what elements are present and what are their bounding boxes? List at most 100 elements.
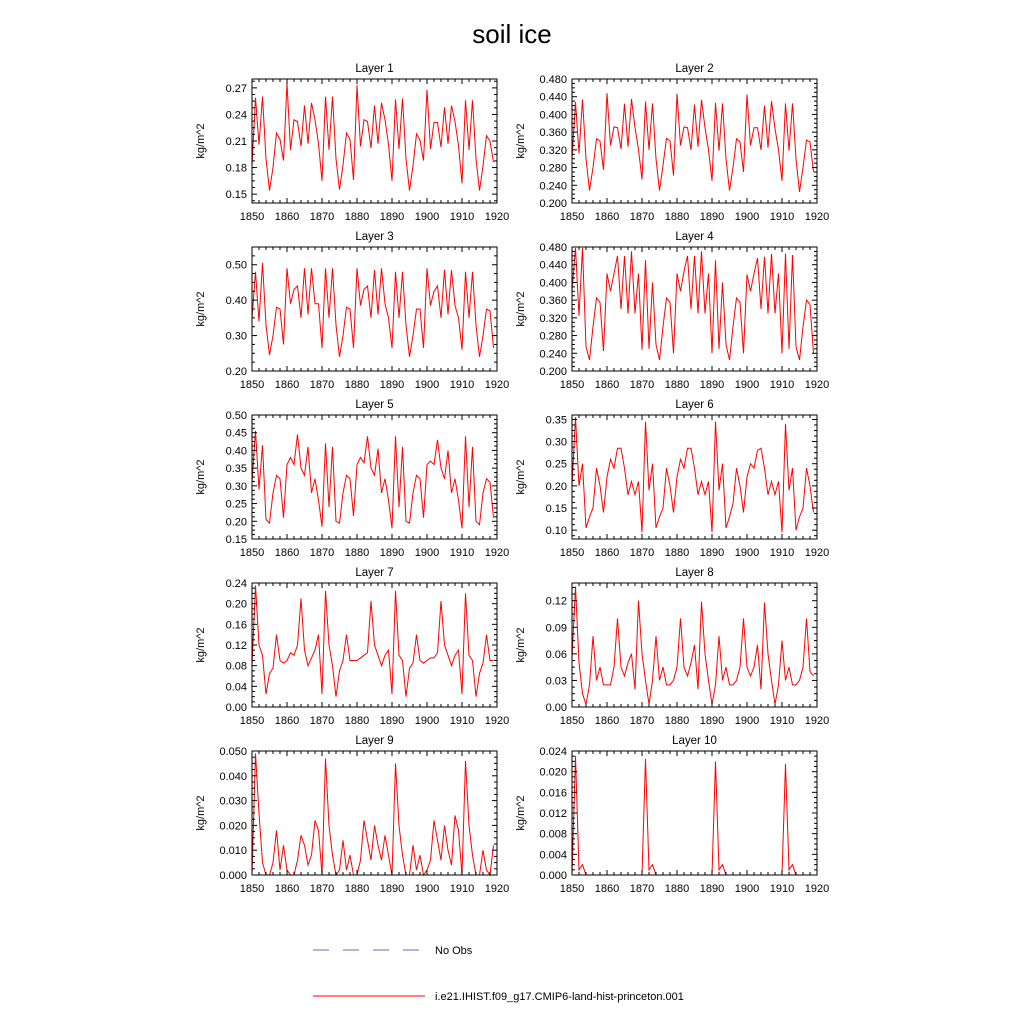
y-tick-label: 0.24: [226, 109, 247, 121]
plot-frame: [571, 78, 818, 204]
x-tick-label: 1850: [240, 211, 264, 223]
x-tick-label: 1920: [485, 379, 509, 391]
y-axis-label: kg/m^2: [195, 123, 207, 158]
y-tick-label: 0.21: [226, 136, 247, 148]
y-tick-label: 0.16: [226, 619, 247, 631]
y-tick-label: 0.10: [546, 525, 567, 537]
plot-frame: [571, 750, 818, 876]
x-tick-label: 1900: [415, 547, 439, 559]
y-tick-label: 0.040: [219, 771, 247, 783]
y-axis-label: kg/m^2: [195, 291, 207, 326]
y-tick-label: 0.30: [226, 481, 247, 493]
y-axis-label: kg/m^2: [195, 627, 207, 662]
x-tick-label: 1900: [415, 379, 439, 391]
x-tick-label: 1850: [240, 379, 264, 391]
y-tick-label: 0.480: [539, 74, 567, 86]
series-line: [251, 262, 494, 357]
y-tick-label: 0.04: [226, 681, 247, 693]
x-tick-label: 1920: [805, 211, 829, 223]
x-tick-label: 1920: [485, 211, 509, 223]
x-tick-label: 1920: [805, 715, 829, 727]
x-tick-label: 1870: [310, 211, 334, 223]
x-tick-label: 1850: [560, 379, 584, 391]
y-tick-label: 0.024: [539, 746, 567, 758]
x-tick-label: 1900: [415, 883, 439, 895]
x-tick-label: 1910: [450, 547, 474, 559]
x-tick-label: 1890: [380, 883, 404, 895]
y-tick-label: 0.30: [546, 437, 567, 449]
x-tick-label: 1860: [275, 211, 299, 223]
series-line: [571, 247, 814, 361]
x-tick-label: 1870: [310, 547, 334, 559]
y-tick-label: 0.12: [546, 596, 567, 608]
x-tick-label: 1880: [665, 715, 689, 727]
y-tick-label: 0.15: [546, 503, 567, 515]
y-tick-label: 0.03: [546, 675, 567, 687]
panel-3: 1850 1860 1870 1880 1890 1900 1910 1920 0.20 0.30…: [195, 231, 509, 391]
y-tick-label: 0.200: [539, 198, 567, 210]
y-tick-label: 0.40: [226, 445, 247, 457]
y-tick-label: 0.010: [219, 845, 247, 857]
x-tick-label: 1880: [345, 883, 369, 895]
y-tick-label: 0.09: [546, 622, 567, 634]
panel-title: Layer 9: [355, 735, 393, 747]
x-tick-label: 1860: [595, 715, 619, 727]
y-tick-label: 0.25: [226, 499, 247, 511]
y-tick-label: 0.030: [219, 796, 247, 808]
x-tick-label: 1900: [735, 715, 759, 727]
plot-frame: [571, 582, 818, 708]
plot-frame: [251, 78, 498, 204]
x-tick-label: 1910: [450, 211, 474, 223]
panel-grid: 1850 1860 1870 1880 1890 1900 1910 1920 0.15 0.18…: [195, 63, 829, 895]
y-tick-label: 0.320: [539, 145, 567, 157]
x-tick-label: 1900: [415, 715, 439, 727]
y-tick-label: 0.45: [226, 428, 247, 440]
panel-6: 1850 1860 1870 1880 1890 1900 1910 1920 0.10 0.15…: [515, 399, 829, 559]
y-tick-label: 0.20: [226, 366, 247, 378]
y-tick-label: 0.050: [219, 746, 247, 758]
y-tick-label: 0.200: [539, 366, 567, 378]
x-tick-label: 1860: [595, 883, 619, 895]
x-tick-label: 1910: [450, 715, 474, 727]
x-tick-label: 1890: [700, 211, 724, 223]
y-axis-label: kg/m^2: [195, 795, 207, 830]
series-line: [251, 753, 494, 877]
y-tick-label: 0.50: [226, 410, 247, 422]
series-line: [571, 417, 814, 533]
y-tick-label: 0.24: [226, 578, 247, 590]
x-tick-label: 1860: [275, 547, 299, 559]
y-tick-label: 0.012: [539, 808, 567, 820]
series-line: [251, 83, 494, 191]
x-tick-label: 1880: [345, 379, 369, 391]
panel-1: 1850 1860 1870 1880 1890 1900 1910 1920 0.15 0.18…: [195, 63, 509, 223]
panel-8: 1850 1860 1870 1880 1890 1900 1910 1920 0.00 0.03…: [515, 567, 829, 727]
panel-title: Layer 4: [675, 231, 714, 243]
x-tick-label: 1850: [240, 547, 264, 559]
x-tick-label: 1860: [595, 211, 619, 223]
y-tick-label: 0.50: [226, 260, 247, 272]
x-tick-label: 1910: [770, 547, 794, 559]
x-tick-label: 1900: [415, 211, 439, 223]
panel-title: Layer 8: [675, 567, 713, 579]
x-tick-label: 1860: [595, 379, 619, 391]
x-tick-label: 1870: [630, 211, 654, 223]
x-tick-label: 1900: [735, 883, 759, 895]
y-tick-label: 0.20: [546, 481, 567, 493]
panel-5: 1850 1860 1870 1880 1890 1900 1910 1920 0.15 0.20…: [195, 399, 509, 559]
x-tick-label: 1910: [770, 379, 794, 391]
x-tick-label: 1880: [345, 547, 369, 559]
y-tick-label: 0.40: [226, 295, 247, 307]
y-tick-label: 0.15: [226, 534, 247, 546]
x-tick-label: 1890: [700, 883, 724, 895]
series-line: [571, 586, 814, 705]
x-tick-label: 1870: [310, 715, 334, 727]
x-tick-label: 1870: [630, 883, 654, 895]
x-tick-label: 1850: [240, 715, 264, 727]
y-tick-label: 0.30: [226, 331, 247, 343]
y-tick-label: 0.240: [539, 348, 567, 360]
legend-model-label: i.e21.IHIST.f09_g17.CMIP6-land-hist-prin…: [435, 991, 684, 1003]
plot-frame: [251, 246, 498, 372]
y-tick-label: 0.004: [539, 849, 567, 861]
y-tick-label: 0.280: [539, 331, 567, 343]
legend: No Obs i.e21.IHIST.f09_g17.CMIP6-land-hi…: [313, 945, 684, 1003]
